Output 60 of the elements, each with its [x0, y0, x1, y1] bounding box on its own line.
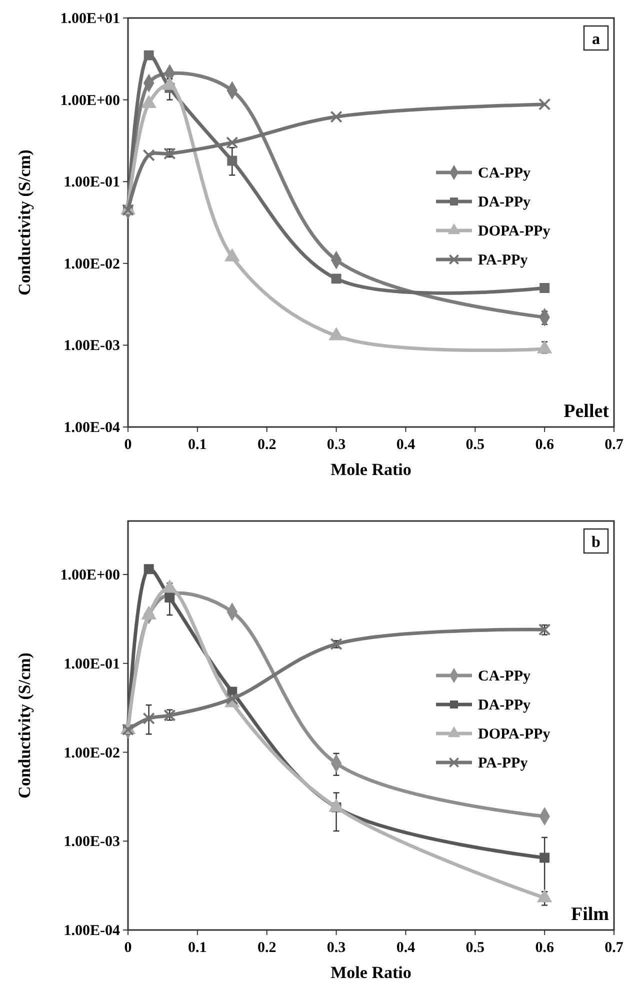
- point: [330, 638, 342, 650]
- y-tick-label: 1.00E-04: [64, 923, 120, 939]
- point: [164, 592, 175, 603]
- y-tick-label: 1.00E-04: [64, 420, 120, 436]
- annotation: Pellet: [564, 401, 610, 422]
- x-tick-label: 0.7: [604, 437, 624, 453]
- legend-label: CA-PPy: [478, 668, 531, 684]
- annotation: a: [592, 31, 600, 48]
- legend-label: PA-PPy: [478, 756, 528, 772]
- point: [144, 50, 154, 60]
- point: [330, 110, 342, 123]
- x-tick-label: 0.3: [326, 437, 346, 453]
- legend-label: DOPA-PPy: [478, 224, 551, 240]
- x-axis-title: Mole Ratio: [330, 963, 412, 982]
- point: [226, 136, 238, 149]
- y-tick-label: 1.00E-03: [64, 834, 120, 850]
- point: [538, 623, 551, 636]
- y-tick-label: 1.00E-01: [64, 174, 120, 191]
- y-axis-title: Conductivity (S/cm): [15, 652, 34, 798]
- y-tick-label: 1.00E+00: [60, 568, 120, 584]
- point: [164, 147, 176, 160]
- x-tick-label: 0.2: [257, 437, 276, 453]
- y-tick-label: 1.00E-03: [64, 338, 120, 354]
- x-tick-label: 0.4: [396, 940, 416, 956]
- y-tick-label: 1.00E-02: [64, 745, 120, 762]
- x-tick-label: 0.4: [396, 437, 416, 453]
- point: [540, 852, 550, 863]
- x-tick-label: 0.6: [535, 437, 554, 453]
- annotation: Film: [571, 904, 610, 925]
- x-tick-label: 0.7: [604, 940, 624, 956]
- annotation: b: [592, 534, 601, 551]
- x-axis-title: Mole Ratio: [330, 460, 412, 479]
- legend-label: PA-PPy: [478, 252, 528, 268]
- point: [331, 274, 342, 284]
- point: [142, 712, 155, 725]
- x-tick-label: 0.3: [326, 940, 346, 956]
- point: [144, 564, 154, 574]
- y-tick-label: 1.00E-02: [64, 256, 120, 272]
- x-tick-label: 0: [124, 437, 132, 453]
- legend-label: DA-PPy: [478, 194, 531, 210]
- legend-label: CA-PPy: [478, 166, 531, 182]
- point: [142, 149, 155, 162]
- y-tick-label: 1.00E-01: [64, 656, 120, 672]
- x-tick-label: 0.2: [257, 940, 276, 956]
- x-tick-label: 0.1: [188, 940, 207, 956]
- x-tick-label: 0.1: [188, 437, 207, 453]
- point: [227, 156, 238, 166]
- x-tick-label: 0.6: [535, 940, 554, 956]
- point: [538, 98, 551, 110]
- y-tick-label: 1.00E+00: [60, 92, 120, 109]
- x-tick-label: 0.5: [466, 940, 485, 956]
- point: [540, 283, 550, 293]
- y-tick-label: 1.00E+01: [60, 11, 120, 27]
- point: [226, 692, 238, 705]
- legend-label: DOPA-PPy: [478, 726, 551, 742]
- x-tick-label: 0.5: [466, 437, 485, 453]
- x-tick-label: 0: [124, 940, 132, 956]
- y-axis-title: Conductivity (S/cm): [15, 150, 34, 296]
- legend-label: DA-PPy: [478, 698, 531, 714]
- point: [164, 709, 176, 722]
